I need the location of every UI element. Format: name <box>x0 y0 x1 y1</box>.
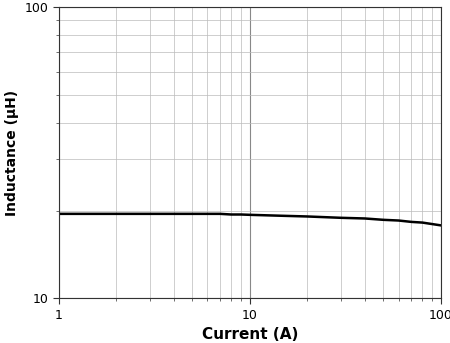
X-axis label: Current (A): Current (A) <box>202 327 298 342</box>
Y-axis label: Inductance (μH): Inductance (μH) <box>4 90 18 216</box>
